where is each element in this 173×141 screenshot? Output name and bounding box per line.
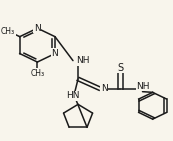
- Text: CH₃: CH₃: [1, 27, 15, 36]
- Text: HN: HN: [66, 91, 80, 100]
- Text: NH: NH: [76, 56, 90, 65]
- Text: N: N: [34, 24, 41, 33]
- Text: N: N: [101, 84, 108, 93]
- Text: N: N: [52, 49, 58, 58]
- Text: S: S: [117, 63, 124, 73]
- Text: NH: NH: [136, 81, 150, 91]
- Text: CH₃: CH₃: [30, 69, 44, 78]
